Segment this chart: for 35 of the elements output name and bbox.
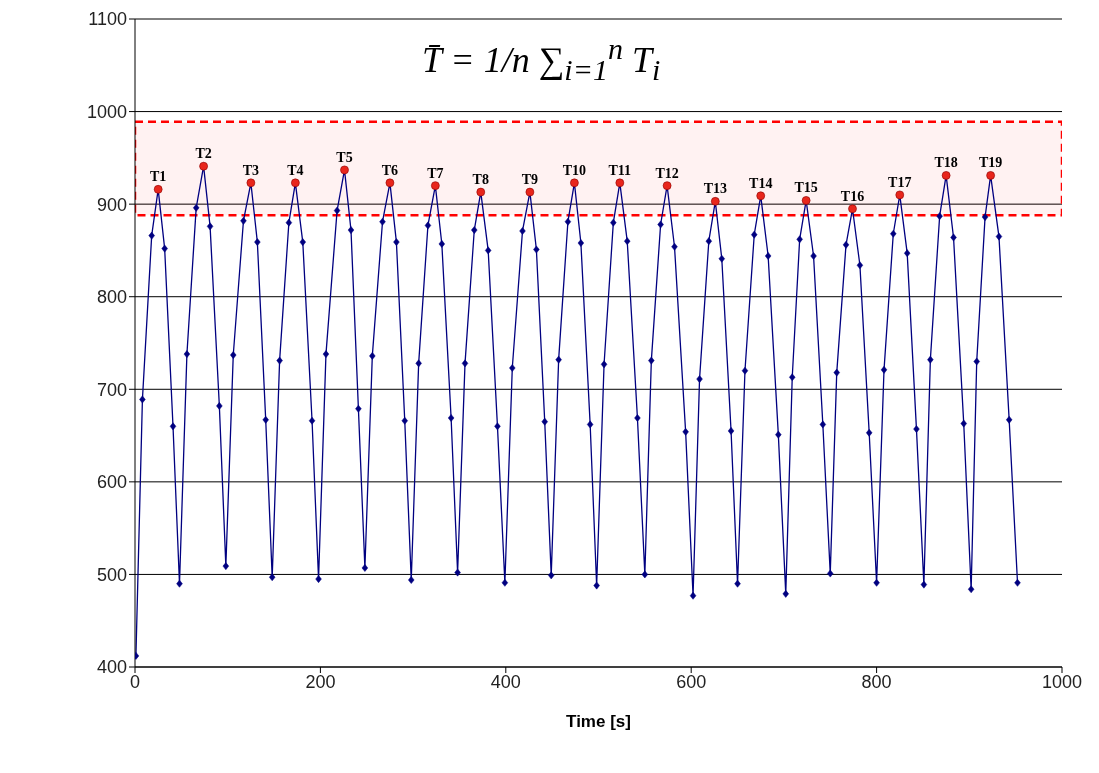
y-tick-label: 1000 — [86, 101, 127, 122]
y-tick-label: 900 — [96, 194, 127, 215]
annotation: T19 — [978, 155, 1003, 171]
annotation: T15 — [794, 180, 818, 196]
annotation: T6 — [381, 162, 399, 178]
y-tick-label: 400 — [96, 657, 127, 678]
x-tick-label: 200 — [305, 671, 336, 692]
annotation: T13 — [703, 181, 727, 197]
annotation: T1 — [150, 169, 167, 185]
annotation: T̄ = 1/n ∑$_{i=1}$$^{n}$ T$_{i}$ — [408, 30, 675, 90]
y-tick-label: 500 — [96, 564, 127, 585]
annotation: T8 — [472, 172, 489, 188]
x-tick-label: 400 — [490, 671, 521, 692]
x-tick-label: 1000 — [1041, 671, 1083, 692]
annotation: T2 — [195, 146, 212, 162]
annotation: T3 — [242, 162, 260, 178]
x-axis-title: Time [s] — [566, 712, 631, 731]
annotation: T4 — [287, 162, 304, 178]
x-tick-label: 800 — [861, 671, 892, 692]
y-tick-label: 800 — [96, 287, 127, 308]
y-tick-label: 1100 — [88, 9, 127, 30]
annotation: T11 — [608, 162, 632, 178]
annotation: T18 — [934, 155, 958, 171]
y-tick-label: 700 — [96, 379, 127, 400]
annotation: T5 — [336, 149, 353, 165]
x-tick-label: 0 — [129, 671, 141, 692]
annotation: T9 — [521, 172, 539, 188]
annotation: T14 — [749, 175, 773, 191]
y-tick-label: 600 — [96, 472, 127, 493]
annotation: T7 — [427, 165, 444, 181]
annotation: T16 — [840, 188, 865, 204]
annotation: T17 — [888, 174, 912, 190]
x-tick-label: 600 — [676, 671, 707, 692]
annotation: T10 — [562, 162, 587, 178]
annotation: T12 — [655, 165, 679, 181]
